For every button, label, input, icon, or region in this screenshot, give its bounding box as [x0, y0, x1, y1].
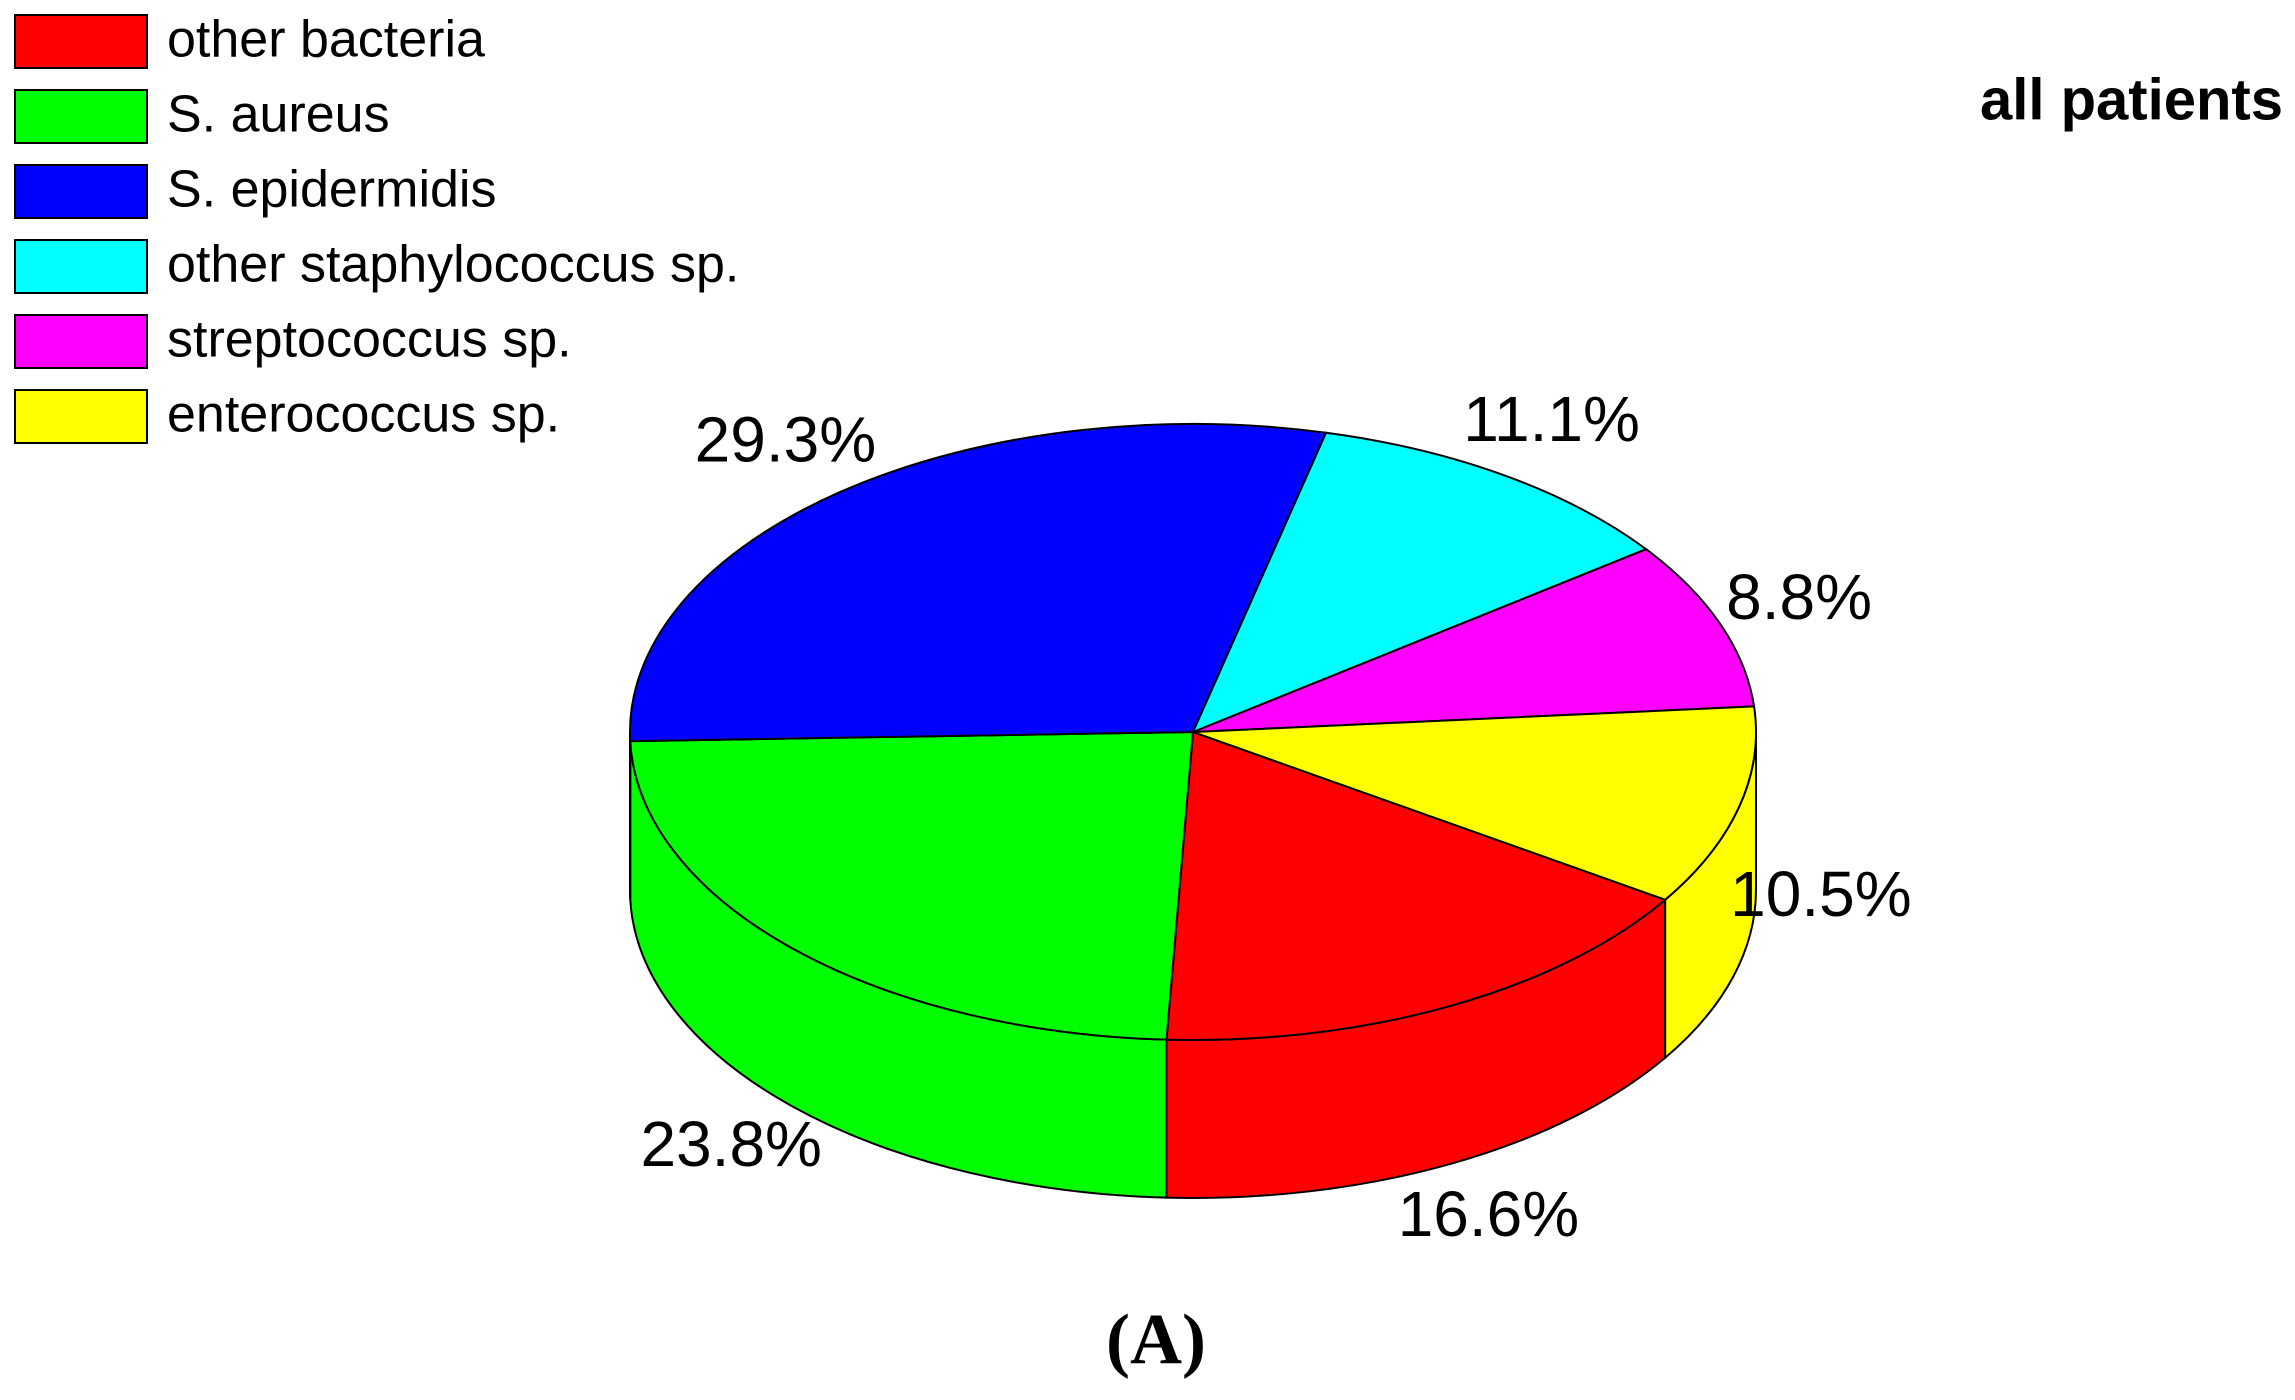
value-label: 23.8%: [640, 1108, 821, 1180]
legend-swatch: [14, 164, 148, 219]
pie-slice: [1191, 431, 1649, 734]
value-label: 8.8%: [1726, 561, 1872, 633]
legend-label: other bacteria: [167, 11, 485, 69]
pie-slice: [1192, 548, 1756, 733]
legend-swatch: [14, 89, 148, 144]
caption: (A): [1106, 1300, 1206, 1380]
value-label: 10.5%: [1730, 858, 1911, 930]
pie-slice: [629, 730, 1195, 1041]
legend-swatch: [14, 14, 148, 69]
legend-swatch: [14, 239, 148, 294]
pie-slice: [1165, 730, 1668, 1041]
legend-swatch: [14, 389, 148, 444]
pie-slice: [1192, 705, 1757, 901]
value-label: 11.1%: [1463, 383, 1640, 455]
legend-label: S. aureus: [167, 86, 390, 144]
value-label: 29.3%: [695, 404, 876, 476]
legend-swatch: [14, 314, 148, 369]
legend-label: S. epidermidis: [167, 161, 496, 219]
value-label: 16.6%: [1398, 1178, 1579, 1250]
legend-label: enterococcus sp.: [167, 386, 560, 444]
legend-label: streptococcus sp.: [167, 311, 572, 369]
pie-slice: [629, 423, 1328, 743]
legend-label: other staphylococcus sp.: [167, 236, 739, 294]
chart-title: all patients: [1980, 67, 2283, 132]
